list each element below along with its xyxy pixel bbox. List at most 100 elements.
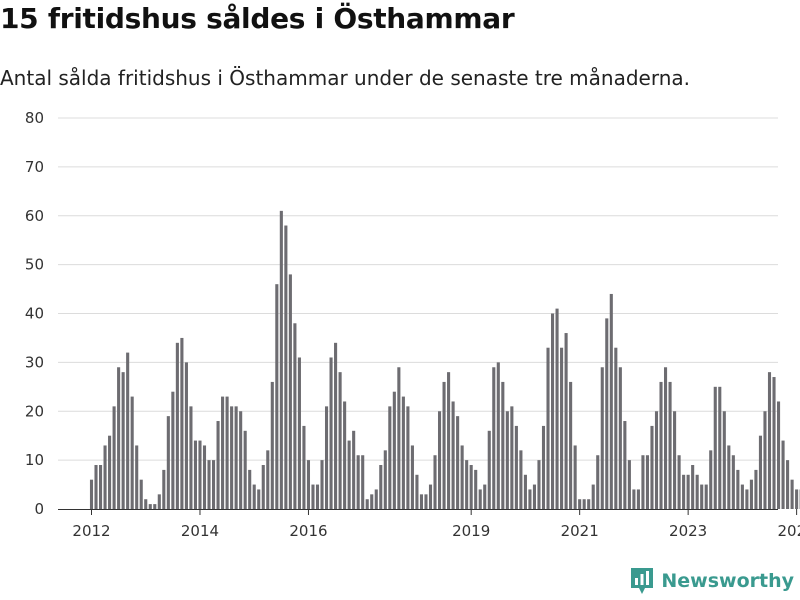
bar <box>166 416 170 509</box>
bar <box>704 484 708 509</box>
bar <box>582 499 586 509</box>
bar <box>641 455 645 509</box>
bar <box>343 401 347 509</box>
bar <box>338 372 342 509</box>
chart-title: 15 fritidshus såldes i Östhammar <box>0 2 515 35</box>
bar <box>623 421 627 509</box>
bar <box>478 489 482 509</box>
bar <box>776 401 781 509</box>
bar <box>248 469 252 509</box>
bar <box>352 430 356 509</box>
bar <box>745 489 749 509</box>
bar <box>297 357 301 509</box>
bar <box>315 484 320 509</box>
bar <box>560 347 564 509</box>
bar <box>700 484 704 509</box>
bar <box>636 489 640 509</box>
bar <box>754 469 758 509</box>
bar <box>365 499 369 509</box>
bar <box>401 396 405 509</box>
bar <box>356 455 360 509</box>
bar <box>456 416 460 509</box>
bar <box>713 386 717 509</box>
bar <box>202 445 207 509</box>
bar <box>492 367 496 509</box>
bar <box>306 460 311 509</box>
y-tick-label: 0 <box>34 500 44 518</box>
bar <box>758 435 763 509</box>
bar <box>94 465 98 509</box>
bar <box>126 352 130 509</box>
bar <box>645 455 650 509</box>
bar <box>230 406 234 509</box>
newsworthy-logo-icon <box>631 568 654 594</box>
bar <box>162 469 166 509</box>
bar <box>184 362 188 509</box>
bar <box>686 474 690 509</box>
bar <box>433 455 437 509</box>
bar <box>550 313 555 509</box>
bar <box>157 494 161 509</box>
y-tick-label: 70 <box>25 158 44 176</box>
bar <box>275 284 279 509</box>
bar <box>370 494 374 509</box>
bar <box>189 406 193 509</box>
bar <box>795 489 799 509</box>
bar <box>496 362 500 509</box>
bar <box>302 425 306 509</box>
bar <box>221 396 225 509</box>
bar <box>415 474 419 509</box>
bar <box>528 489 532 509</box>
bar <box>727 445 731 509</box>
bar <box>379 465 383 509</box>
bar <box>555 308 559 509</box>
bar <box>474 469 478 509</box>
bar <box>257 489 261 509</box>
x-tick-label: 2023 <box>669 522 707 540</box>
bar <box>442 381 446 509</box>
bar <box>600 367 604 509</box>
bar <box>767 372 772 509</box>
bar <box>108 435 112 509</box>
x-tick-label: 2021 <box>561 522 599 540</box>
bar <box>654 411 659 509</box>
bar <box>546 347 550 509</box>
bar <box>447 372 451 509</box>
bar <box>347 440 351 509</box>
bar <box>103 445 107 509</box>
bar <box>153 504 157 509</box>
bar <box>505 411 509 509</box>
bar <box>279 210 283 510</box>
bar <box>234 406 238 509</box>
newsworthy-brand-name: Newsworthy <box>661 570 794 592</box>
bar <box>541 425 546 509</box>
bar <box>709 450 713 509</box>
bar <box>89 479 94 509</box>
bar <box>514 425 518 509</box>
y-tick-label: 60 <box>25 207 44 225</box>
bar <box>682 474 686 509</box>
bar <box>673 411 677 509</box>
bar <box>225 396 229 509</box>
bar <box>564 333 568 509</box>
bar <box>650 425 654 509</box>
bar <box>216 421 220 509</box>
bar <box>284 225 288 509</box>
newsworthy-logo[interactable]: Newsworthy <box>629 566 794 596</box>
bar <box>605 318 609 509</box>
bar <box>668 381 672 509</box>
bar <box>424 494 428 509</box>
bar <box>736 469 740 509</box>
y-tick-label: 80 <box>25 109 44 127</box>
bar <box>397 367 401 509</box>
bar <box>361 455 365 509</box>
y-tick-label: 50 <box>25 256 44 274</box>
bar <box>388 406 392 509</box>
bar <box>211 460 216 509</box>
bar <box>98 465 103 509</box>
bar <box>786 460 790 509</box>
bar <box>121 372 125 509</box>
bar <box>410 445 414 509</box>
bar <box>320 460 324 509</box>
bar <box>677 455 681 509</box>
